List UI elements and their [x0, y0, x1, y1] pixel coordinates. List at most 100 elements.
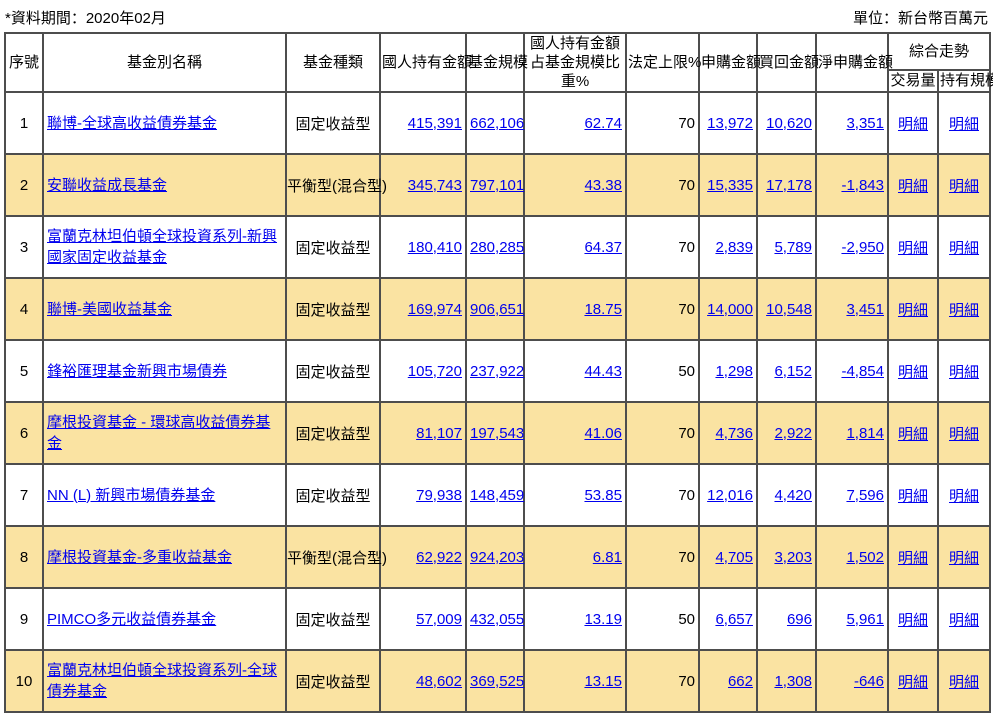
- table-row: 10 富蘭克林坦伯頓全球投資系列-全球債券基金 固定收益型 48,602 369…: [4, 649, 992, 713]
- fund-name-link[interactable]: 富蘭克林坦伯頓全球投資系列-全球債券基金: [47, 662, 277, 700]
- purchase-cell: 12,016: [698, 463, 758, 527]
- holding-detail-link[interactable]: 明細: [949, 363, 980, 381]
- holding-detail-link[interactable]: 明細: [949, 115, 980, 133]
- held-amount-link[interactable]: 169,974: [407, 300, 462, 318]
- net-purchase-link[interactable]: -1,843: [841, 176, 884, 194]
- purchase-link[interactable]: 1,298: [715, 362, 753, 380]
- purchase-link[interactable]: 15,335: [707, 176, 753, 194]
- purchase-cell: 6,657: [698, 587, 758, 651]
- purchase-link[interactable]: 2,839: [715, 238, 753, 256]
- fund-name-link[interactable]: PIMCO多元收益債券基金: [47, 610, 217, 628]
- purchase-link[interactable]: 14,000: [707, 300, 753, 318]
- purchase-link[interactable]: 662: [727, 672, 753, 690]
- ratio-link[interactable]: 41.06: [584, 424, 622, 442]
- holding-detail-link[interactable]: 明細: [949, 487, 980, 505]
- held-amount-link[interactable]: 345,743: [407, 176, 462, 194]
- holding-detail-link[interactable]: 明細: [949, 177, 980, 195]
- holding-detail-link[interactable]: 明細: [949, 549, 980, 567]
- purchase-cell: 15,335: [698, 153, 758, 217]
- net-purchase-link[interactable]: 7,596: [846, 486, 884, 504]
- redeem-link[interactable]: 3,203: [774, 548, 812, 566]
- redeem-link[interactable]: 17,178: [766, 176, 812, 194]
- fund-name-link[interactable]: 摩根投資基金-多重收益基金: [47, 548, 232, 566]
- volume-detail-cell: 明細: [887, 153, 939, 217]
- redeem-link[interactable]: 1,308: [774, 672, 812, 690]
- fund-size-link[interactable]: 148,459: [470, 486, 525, 504]
- holding-detail-link[interactable]: 明細: [949, 425, 980, 443]
- redeem-link[interactable]: 2,922: [774, 424, 812, 442]
- volume-detail-link[interactable]: 明細: [897, 177, 928, 195]
- redeem-link[interactable]: 10,548: [766, 300, 812, 318]
- net-purchase-link[interactable]: 1,502: [846, 548, 884, 566]
- net-purchase-link[interactable]: -4,854: [841, 362, 884, 380]
- volume-detail-link[interactable]: 明細: [897, 363, 928, 381]
- redeem-link[interactable]: 10,620: [766, 114, 812, 132]
- held-amount-link[interactable]: 415,391: [407, 114, 462, 132]
- fund-size-link[interactable]: 906,651: [470, 300, 525, 318]
- ratio-link[interactable]: 43.38: [584, 176, 622, 194]
- holding-detail-link[interactable]: 明細: [949, 239, 980, 257]
- ratio-link[interactable]: 18.75: [584, 300, 622, 318]
- held-amount-link[interactable]: 57,009: [416, 610, 462, 628]
- fund-size-link[interactable]: 432,055: [470, 610, 525, 628]
- net-purchase-link[interactable]: 3,451: [846, 300, 884, 318]
- header-seq: 序號: [4, 32, 44, 93]
- held-amount-link[interactable]: 62,922: [416, 548, 462, 566]
- fund-size-link[interactable]: 662,106: [470, 114, 525, 132]
- fund-name-link[interactable]: NN (L) 新興市場債券基金: [47, 486, 216, 504]
- fund-size-link[interactable]: 197,543: [470, 424, 525, 442]
- ratio-link[interactable]: 13.15: [584, 672, 622, 690]
- fund-name-link[interactable]: 聯博-美國收益基金: [47, 300, 172, 318]
- volume-detail-link[interactable]: 明細: [897, 425, 928, 443]
- redeem-link[interactable]: 696: [786, 610, 812, 628]
- volume-detail-link[interactable]: 明細: [897, 673, 928, 691]
- ratio-cell: 13.19: [523, 587, 627, 651]
- ratio-cell: 62.74: [523, 91, 627, 155]
- fund-name-link[interactable]: 摩根投資基金 - 環球高收益債券基金: [47, 414, 271, 452]
- volume-detail-link[interactable]: 明細: [897, 301, 928, 319]
- fund-name-link[interactable]: 聯博-全球高收益債券基金: [47, 114, 217, 132]
- holding-detail-link[interactable]: 明細: [949, 301, 980, 319]
- fund-size-link[interactable]: 280,285: [470, 238, 525, 256]
- held-amount-cell: 169,974: [379, 277, 467, 341]
- volume-detail-link[interactable]: 明細: [897, 239, 928, 257]
- purchase-link[interactable]: 12,016: [707, 486, 753, 504]
- held-amount-link[interactable]: 180,410: [407, 238, 462, 256]
- ratio-link[interactable]: 44.43: [584, 362, 622, 380]
- volume-detail-link[interactable]: 明細: [897, 611, 928, 629]
- held-amount-link[interactable]: 81,107: [416, 424, 462, 442]
- redeem-link[interactable]: 5,789: [774, 238, 812, 256]
- ratio-link[interactable]: 13.19: [584, 610, 622, 628]
- volume-detail-link[interactable]: 明細: [897, 487, 928, 505]
- net-purchase-link[interactable]: -2,950: [841, 238, 884, 256]
- fund-name-link[interactable]: 安聯收益成長基金: [47, 176, 168, 194]
- holding-detail-link[interactable]: 明細: [949, 673, 980, 691]
- purchase-link[interactable]: 13,972: [707, 114, 753, 132]
- purchase-link[interactable]: 4,736: [715, 424, 753, 442]
- fund-name-link[interactable]: 富蘭克林坦伯頓全球投資系列-新興國家固定收益基金: [47, 228, 277, 266]
- redeem-link[interactable]: 4,420: [774, 486, 812, 504]
- held-amount-link[interactable]: 48,602: [416, 672, 462, 690]
- fund-name-link[interactable]: 鋒裕匯理基金新興市場債券: [47, 362, 228, 380]
- volume-detail-link[interactable]: 明細: [897, 549, 928, 567]
- net-purchase-link[interactable]: 1,814: [846, 424, 884, 442]
- fund-size-link[interactable]: 237,922: [470, 362, 525, 380]
- net-purchase-link[interactable]: 3,351: [846, 114, 884, 132]
- redeem-cell: 6,152: [756, 339, 817, 403]
- redeem-link[interactable]: 6,152: [774, 362, 812, 380]
- purchase-link[interactable]: 6,657: [715, 610, 753, 628]
- volume-detail-link[interactable]: 明細: [897, 115, 928, 133]
- holding-detail-link[interactable]: 明細: [949, 611, 980, 629]
- fund-size-link[interactable]: 797,101: [470, 176, 525, 194]
- ratio-link[interactable]: 64.37: [584, 238, 622, 256]
- net-purchase-link[interactable]: -646: [853, 672, 884, 690]
- fund-size-link[interactable]: 924,203: [470, 548, 525, 566]
- net-purchase-link[interactable]: 5,961: [846, 610, 884, 628]
- held-amount-link[interactable]: 79,938: [416, 486, 462, 504]
- fund-size-link[interactable]: 369,525: [470, 672, 525, 690]
- purchase-link[interactable]: 4,705: [715, 548, 753, 566]
- held-amount-link[interactable]: 105,720: [407, 362, 462, 380]
- ratio-link[interactable]: 62.74: [584, 114, 622, 132]
- ratio-link[interactable]: 6.81: [592, 548, 622, 566]
- ratio-link[interactable]: 53.85: [584, 486, 622, 504]
